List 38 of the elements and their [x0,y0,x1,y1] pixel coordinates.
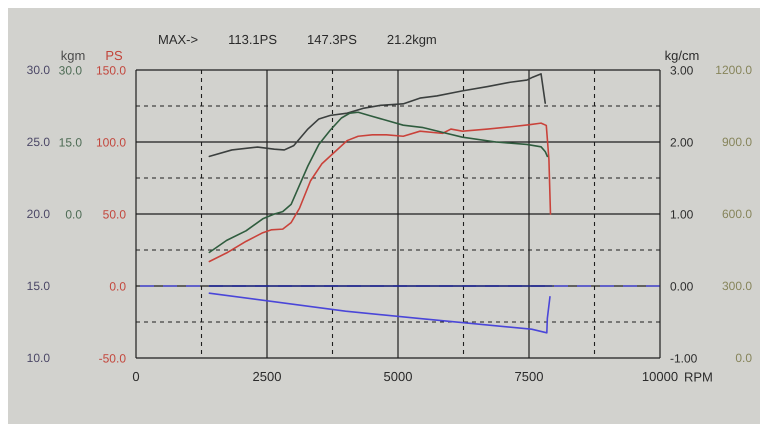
x-axis-title: RPM [684,370,713,385]
y-tick-label: 100.0 [96,135,126,150]
text: MAX-> [158,32,198,47]
y-tick-label: 50.0 [102,207,126,222]
text: 300.0 [720,278,752,294]
y2-axis-title: kgm [60,48,86,63]
text: 25.0 [26,134,50,150]
text: 0.0 [734,350,752,366]
text: 147.3PS [307,32,357,47]
text: 900.0 [720,134,752,150]
text: 15.0 [26,278,50,294]
line-series [208,292,551,334]
y2-tick-label: 0.0 [65,207,82,222]
y3-tick-label: 0.00 [670,279,694,294]
text: 10.0 [26,350,50,366]
y-tick-label: 150.0 [96,63,126,78]
y3-tick-label: 3.00 [670,63,694,78]
y-tick-label: 0.0 [109,279,126,294]
x-tick-label: 7500 [514,369,544,384]
y3-tick-label: 2.00 [670,135,694,150]
y3-tick-label: 1.00 [670,207,694,222]
x-tick-label: 2500 [252,369,282,384]
y-tick-label: -50.0 [98,351,126,366]
y3-tick-label: -1.00 [670,351,698,366]
y2-tick-label: 30.0 [58,63,82,78]
line-series [208,73,546,158]
text: 113.1PS [228,32,278,47]
text: 30.0 [26,62,50,78]
y3-axis-title: kg/cm [664,48,700,63]
y2-tick-label: 15.0 [58,135,82,150]
x-tick-label: 10000 [642,369,678,384]
text: 1200.0 [714,62,752,78]
text: 20.0 [26,206,50,222]
text: 21.2kgm [386,32,437,47]
text: 600.0 [720,206,752,222]
y-axis-title: PS [105,48,123,63]
x-tick-label: 5000 [384,369,412,384]
x-tick-label: 0 [132,369,140,384]
